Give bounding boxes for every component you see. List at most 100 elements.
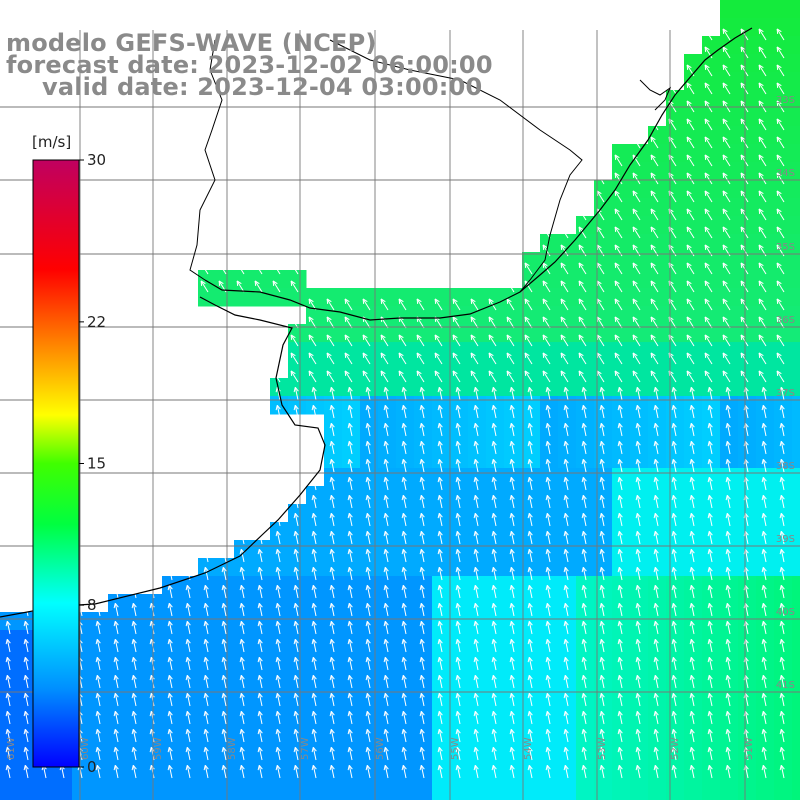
- wind-speed-cell: [270, 720, 289, 739]
- wind-speed-cell: [450, 792, 469, 800]
- wind-arrow: [653, 476, 659, 491]
- wind-arrow: [347, 728, 353, 743]
- wind-speed-cell: [198, 774, 217, 793]
- wind-speed-cell: [198, 666, 217, 685]
- colorbar-unit-label: [m/s]: [32, 133, 72, 151]
- wind-speed-cell: [702, 756, 721, 775]
- wind-arrow: [689, 386, 695, 401]
- wind-speed-cell: [522, 504, 541, 523]
- wind-arrow: [419, 494, 425, 509]
- wind-arrow: [416, 370, 425, 383]
- wind-speed-cell: [378, 432, 397, 451]
- wind-arrow: [455, 584, 461, 599]
- wind-arrow: [437, 440, 443, 455]
- uruguay-brazil-coastline: [204, 27, 753, 321]
- wind-speed-cell: [558, 378, 577, 397]
- wind-arrow: [725, 584, 731, 599]
- wind-arrow: [347, 584, 353, 599]
- wind-arrow: [491, 764, 497, 779]
- wind-speed-cell: [468, 378, 487, 397]
- wind-arrow: [758, 46, 767, 59]
- wind-arrow: [257, 638, 263, 653]
- wind-arrow: [344, 370, 353, 383]
- wind-speed-cell: [324, 558, 343, 577]
- wind-arrow: [545, 404, 551, 419]
- wind-speed-cell: [90, 612, 109, 631]
- wind-speed-cell: [504, 612, 523, 631]
- wind-arrow: [704, 190, 713, 203]
- wind-speed-cell: [432, 522, 451, 541]
- wind-arrow: [437, 692, 443, 707]
- wind-speed-cell: [0, 666, 19, 685]
- wind-arrow: [671, 728, 677, 743]
- wind-speed-cell: [108, 666, 127, 685]
- wind-speed-cell: [792, 234, 800, 253]
- wind-speed-cell: [432, 378, 451, 397]
- wind-speed-cell: [414, 684, 433, 703]
- wind-arrow: [293, 656, 299, 671]
- wind-arrow: [635, 404, 641, 419]
- wind-arrow: [509, 728, 515, 743]
- wind-speed-cell: [738, 558, 757, 577]
- wind-speed-cell: [414, 594, 433, 613]
- wind-arrow: [398, 298, 407, 311]
- wind-arrow: [293, 746, 299, 761]
- wind-speed-cell: [216, 738, 235, 757]
- wind-speed-cell: [414, 504, 433, 523]
- wind-arrow: [290, 352, 299, 365]
- wind-speed-cell: [648, 504, 667, 523]
- wind-arrow: [23, 656, 29, 671]
- wind-arrow: [527, 512, 533, 527]
- wind-speed-cell: [342, 522, 361, 541]
- wind-speed-cell: [792, 576, 800, 595]
- wind-speed-cell: [648, 450, 667, 469]
- wind-arrow: [401, 476, 407, 491]
- wind-arrow: [23, 638, 29, 653]
- wind-speed-cell: [522, 648, 541, 667]
- wind-speed-cell: [18, 702, 37, 721]
- wind-speed-cell: [684, 702, 703, 721]
- wind-speed-cell: [450, 432, 469, 451]
- wind-arrow: [779, 422, 785, 437]
- wind-speed-cell: [756, 450, 775, 469]
- wind-speed-cell: [18, 612, 37, 631]
- wind-arrow: [203, 620, 209, 635]
- wind-speed-cell: [684, 648, 703, 667]
- wind-arrow: [185, 584, 191, 599]
- wind-speed-cell: [360, 504, 379, 523]
- wind-speed-cell: [702, 666, 721, 685]
- wind-arrow: [527, 404, 533, 419]
- wind-speed-cell: [378, 288, 397, 307]
- longitude-label: 61W: [6, 737, 17, 760]
- wind-speed-cell: [342, 396, 361, 415]
- wind-arrow: [329, 764, 335, 779]
- wind-speed-cell: [432, 792, 451, 800]
- wind-arrow: [185, 764, 191, 779]
- wind-arrow: [329, 620, 335, 635]
- wind-arrow: [527, 530, 533, 545]
- wind-speed-cell: [378, 666, 397, 685]
- wind-arrow: [293, 602, 299, 617]
- wind-arrow: [380, 370, 389, 383]
- wind-speed-cell: [324, 414, 343, 433]
- wind-arrow: [722, 190, 731, 203]
- wind-arrow: [776, 262, 785, 275]
- wind-speed-cell: [504, 378, 523, 397]
- wind-speed-cell: [756, 522, 775, 541]
- wind-speed-cell: [540, 522, 559, 541]
- wind-arrow: [473, 620, 479, 635]
- wind-speed-cell: [720, 720, 739, 739]
- wind-speed-cell: [720, 702, 739, 721]
- wind-arrow: [329, 476, 335, 491]
- wind-speed-cell: [396, 486, 415, 505]
- wind-arrow: [419, 512, 425, 527]
- wind-speed-cell: [558, 756, 577, 775]
- wind-arrow: [488, 352, 497, 365]
- wind-speed-cell: [324, 666, 343, 685]
- wind-speed-cell: [342, 288, 361, 307]
- wind-speed-cell: [774, 414, 793, 433]
- wind-speed-cell: [648, 792, 667, 800]
- wind-arrow: [437, 566, 443, 581]
- wind-speed-cell: [378, 630, 397, 649]
- wind-arrow: [311, 692, 317, 707]
